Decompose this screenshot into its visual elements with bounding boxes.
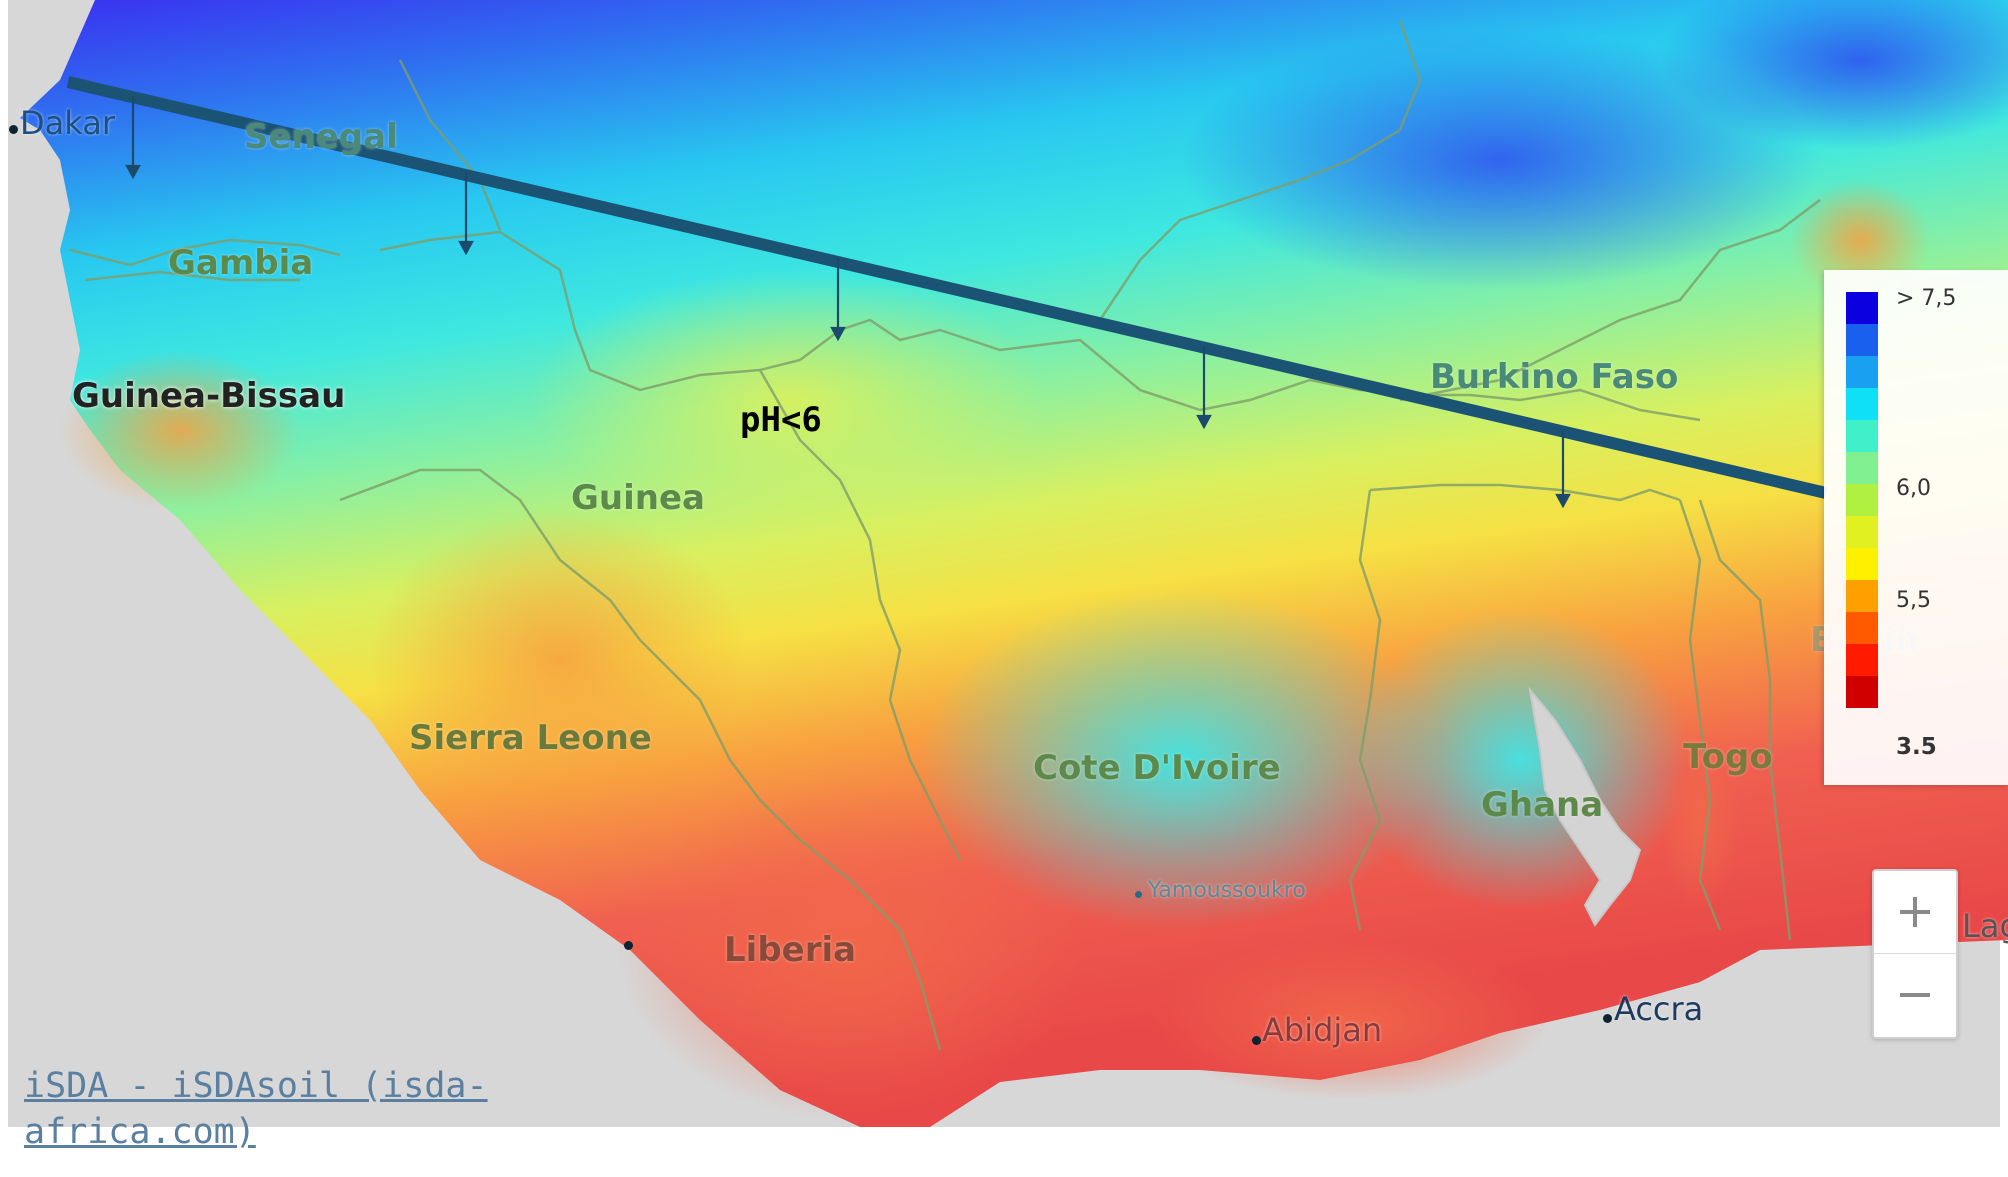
legend-label-min: 3.5: [1896, 734, 1937, 760]
city-label-dakar[interactable]: Dakar: [20, 104, 115, 142]
red-zone-abidjan: [1150, 940, 1550, 1100]
legend-label-5-5: 5,5: [1896, 588, 1931, 613]
country-label-liberia[interactable]: Liberia: [724, 930, 857, 970]
yamoussoukro-marker: [1135, 891, 1142, 898]
country-label-guinea[interactable]: Guinea: [571, 478, 705, 518]
city-label-lagos-partial[interactable]: Lag: [1962, 907, 2008, 945]
country-label-ghana[interactable]: Ghana: [1481, 785, 1604, 825]
country-label-gambia[interactable]: Gambia: [168, 243, 314, 283]
page-left-frame: [0, 0, 8, 1127]
legend-swatch: [1846, 548, 1878, 580]
country-label-cote-divoire[interactable]: Cote D'Ivoire: [1033, 748, 1281, 788]
burkina-blue-zone-2: [1660, 0, 2008, 150]
dakar-marker: [9, 125, 18, 134]
legend-swatch: [1846, 484, 1878, 516]
ph-legend: > 7,5 6,0 5,5 3.5: [1824, 270, 2008, 785]
legend-swatch: [1846, 420, 1878, 452]
legend-swatch: [1846, 612, 1878, 644]
ph-arrows: [125, 96, 1571, 509]
city-label-accra[interactable]: Accra: [1614, 990, 1704, 1028]
legend-swatch: [1846, 452, 1878, 484]
legend-swatch: [1846, 356, 1878, 388]
cool-zone-ivory: [920, 590, 1440, 930]
burkina-blue-zone: [1180, 30, 1820, 290]
zoom-out-button[interactable]: [1874, 954, 1956, 1036]
legend-swatch: [1846, 580, 1878, 612]
orange-zone-sierra: [370, 510, 750, 810]
legend-swatch: [1846, 324, 1878, 356]
legend-swatch: [1846, 644, 1878, 676]
city-label-yamoussoukro[interactable]: Yamoussoukro: [1148, 878, 1306, 903]
legend-swatch: [1846, 676, 1878, 708]
source-link[interactable]: iSDA - iSDAsoil (isda-africa.com): [24, 1066, 488, 1152]
monrovia-marker: [624, 941, 633, 950]
legend-label-6-0: 6,0: [1896, 476, 1931, 501]
legend-swatch: [1846, 292, 1878, 324]
country-borders: [69, 19, 1821, 1051]
legend-swatch: [1846, 516, 1878, 548]
red-zone-liberia: [620, 780, 1080, 1120]
country-label-togo[interactable]: Togo: [1683, 737, 1773, 777]
abidjan-marker: [1252, 1036, 1261, 1045]
orange-zone-bissau: [60, 350, 300, 510]
zoom-in-button[interactable]: [1874, 871, 1956, 954]
country-label-sierra-leone[interactable]: Sierra Leone: [409, 718, 652, 758]
country-label-senegal[interactable]: Senegal: [244, 117, 398, 157]
legend-swatch: [1846, 388, 1878, 420]
lake-volta: [1528, 686, 1642, 927]
accra-marker: [1603, 1014, 1612, 1023]
legend-label-max: > 7,5: [1896, 286, 1957, 311]
ph-boundary-line: [66, 76, 1828, 499]
country-label-guinea-bissau[interactable]: Guinea-Bissau: [72, 376, 346, 416]
zoom-controls: [1872, 869, 1958, 1039]
cool-zone-ghana: [1350, 610, 1690, 910]
page-bottom-frame: [0, 1127, 2008, 1177]
country-label-burkina-faso[interactable]: Burkino Faso: [1430, 357, 1679, 397]
city-label-abidjan[interactable]: Abidjan: [1262, 1011, 1383, 1049]
red-zone-togo: [1660, 730, 1740, 910]
ph-threshold-label: pH<6: [740, 400, 822, 440]
